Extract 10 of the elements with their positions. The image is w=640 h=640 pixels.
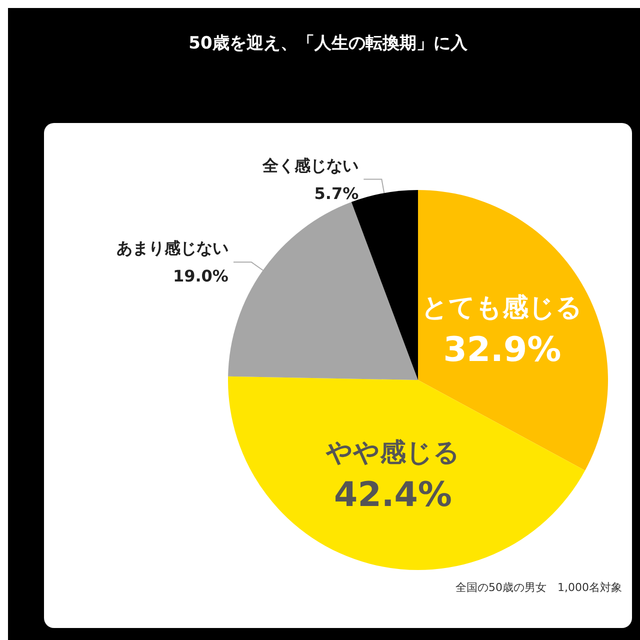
- slice-label: あまり感じない: [116, 238, 228, 258]
- data-label: 32.9%: [443, 330, 562, 370]
- text: 全国の50歳の男女 1,000名対象: [456, 581, 622, 594]
- slice-label: やや感じる: [325, 438, 460, 468]
- data-label: 42.4%: [334, 474, 452, 515]
- slice-label: 全く感じない: [262, 156, 359, 175]
- data-label: 19.0%: [172, 266, 228, 286]
- data-label: 5.7%: [314, 184, 359, 203]
- slice-label: とても感じる: [422, 292, 583, 323]
- chart-title: 50歳を迎え、「人生の転換期」に入: [188, 34, 468, 54]
